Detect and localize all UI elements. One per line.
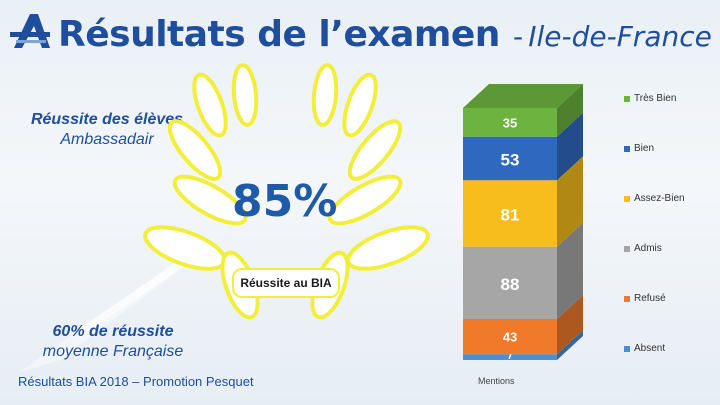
- page-title: Résultats de l’examen - Ile-de-France: [58, 14, 712, 55]
- legend-swatch: [624, 345, 630, 352]
- legend-item-refus-: Refusé: [624, 293, 666, 304]
- bar-segment-assez-bien: [463, 180, 557, 247]
- title-region: Ile-de-France: [528, 20, 712, 53]
- title-main: Résultats de l’examen: [58, 14, 500, 55]
- school-success-caption: Réussite des élèves Ambassadair: [22, 110, 192, 150]
- bar-side-assez-bien: [557, 156, 583, 247]
- legend-item-assez-bien: Assez-Bien: [624, 193, 685, 204]
- legend-swatch: [624, 95, 630, 102]
- bar-side-bien: [557, 112, 583, 181]
- data-label-admis: 88: [501, 275, 520, 294]
- chart-x-axis-label: Mentions: [478, 376, 515, 386]
- bar-side-admis: [557, 222, 583, 319]
- legend-swatch: [624, 195, 630, 202]
- bar-top-face: [463, 84, 583, 108]
- legend-swatch: [624, 295, 630, 302]
- data-label-absent: 7: [507, 351, 513, 362]
- legend-swatch: [624, 245, 630, 252]
- bar-side-tr-s-bien: [557, 84, 583, 137]
- data-label-assez-bien: 81: [501, 205, 520, 224]
- bar-segment-bien: [463, 136, 557, 181]
- school-success-line1: Réussite des élèves: [30, 111, 184, 128]
- success-badge-label: Réussite au BIA: [240, 276, 332, 290]
- contrail-decoration: [70, 262, 188, 334]
- success-badge: Réussite au BIA: [232, 268, 340, 298]
- national-success-caption: 60% de réussite moyenne Française: [28, 322, 198, 362]
- data-label-tr-s-bien: 35: [503, 115, 517, 130]
- legend-item-tr-s-bien: Très Bien: [624, 93, 676, 104]
- legend-label: Assez-Bien: [634, 193, 685, 204]
- ambassadair-logo-icon: [10, 14, 50, 48]
- bar-segment-absent: [463, 354, 557, 360]
- title-separator: -: [513, 20, 524, 53]
- legend-label: Bien: [634, 143, 655, 154]
- bar-side-absent: [557, 330, 583, 360]
- legend-label: Refusé: [634, 293, 666, 304]
- data-label-refus-: 43: [503, 330, 517, 345]
- legend-label: Admis: [634, 243, 662, 254]
- national-success-line2: moyenne Française: [42, 343, 184, 360]
- bar-side-refus-: [557, 294, 583, 355]
- data-label-bien: 53: [501, 150, 520, 169]
- bar-segment-refus-: [463, 318, 557, 355]
- bar-segment-admis: [463, 246, 557, 319]
- legend-label: Très Bien: [634, 93, 677, 104]
- success-percentage: 85%: [232, 176, 338, 227]
- legend-item-absent: Absent: [624, 343, 665, 354]
- legend-label: Absent: [634, 343, 666, 354]
- legend-item-bien: Bien: [624, 143, 654, 154]
- footer-caption: Résultats BIA 2018 – Promotion Pesquet: [18, 374, 254, 389]
- school-success-line2: Ambassadair: [60, 131, 154, 148]
- legend-swatch: [624, 145, 630, 152]
- bar-segment-tr-s-bien: [463, 108, 557, 137]
- national-success-line1: 60% de réussite: [52, 323, 174, 340]
- legend-item-admis: Admis: [624, 243, 662, 254]
